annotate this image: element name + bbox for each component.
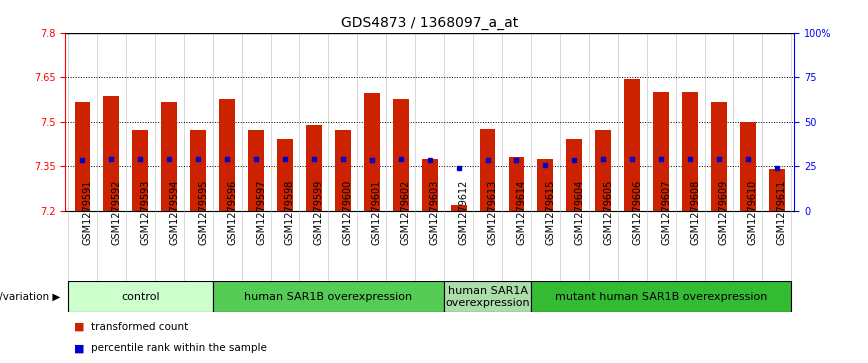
Bar: [537, 159, 553, 211]
Bar: [740, 122, 756, 211]
Text: GSM1279598: GSM1279598: [285, 180, 295, 245]
Text: GSM1279599: GSM1279599: [314, 180, 324, 245]
Bar: [277, 139, 293, 211]
Title: GDS4873 / 1368097_a_at: GDS4873 / 1368097_a_at: [341, 16, 518, 30]
Bar: [653, 92, 669, 211]
Bar: [769, 169, 785, 211]
Text: GSM1279612: GSM1279612: [458, 180, 469, 245]
Text: GSM1279592: GSM1279592: [111, 180, 122, 245]
Text: GSM1279600: GSM1279600: [343, 180, 353, 245]
Text: GSM1279614: GSM1279614: [516, 180, 527, 245]
Text: GSM1279603: GSM1279603: [430, 180, 440, 245]
Text: percentile rank within the sample: percentile rank within the sample: [91, 343, 267, 354]
Text: GSM1279605: GSM1279605: [603, 180, 614, 245]
Bar: [103, 97, 119, 211]
Bar: [161, 102, 177, 211]
Text: GSM1279595: GSM1279595: [198, 180, 208, 245]
Text: ■: ■: [74, 343, 84, 354]
Bar: [132, 130, 148, 211]
Bar: [479, 129, 496, 211]
Text: control: control: [121, 292, 160, 302]
Bar: [624, 79, 640, 211]
Text: GSM1279610: GSM1279610: [748, 180, 758, 245]
Bar: [566, 139, 582, 211]
Text: GSM1279596: GSM1279596: [227, 180, 237, 245]
Text: GSM1279601: GSM1279601: [372, 180, 382, 245]
Bar: [306, 125, 322, 211]
Text: GSM1279611: GSM1279611: [777, 180, 787, 245]
Bar: [213, 281, 444, 312]
Text: GSM1279604: GSM1279604: [575, 180, 584, 245]
Bar: [68, 281, 213, 312]
Bar: [392, 99, 409, 211]
Text: GSM1279594: GSM1279594: [169, 180, 180, 245]
Bar: [531, 281, 792, 312]
Bar: [335, 130, 351, 211]
Text: GSM1279593: GSM1279593: [141, 180, 150, 245]
Bar: [75, 102, 90, 211]
Bar: [422, 159, 437, 211]
Bar: [711, 102, 727, 211]
Text: ■: ■: [74, 322, 84, 332]
Text: GSM1279607: GSM1279607: [661, 180, 671, 245]
Bar: [248, 130, 264, 211]
Text: GSM1279608: GSM1279608: [690, 180, 700, 245]
Text: GSM1279602: GSM1279602: [401, 180, 411, 245]
Text: GSM1279591: GSM1279591: [82, 180, 93, 245]
Bar: [444, 281, 531, 312]
Bar: [682, 92, 698, 211]
Text: GSM1279613: GSM1279613: [488, 180, 497, 245]
Text: GSM1279597: GSM1279597: [256, 180, 266, 245]
Bar: [219, 99, 235, 211]
Bar: [595, 130, 611, 211]
Bar: [364, 93, 379, 211]
Bar: [509, 157, 524, 211]
Bar: [450, 205, 466, 211]
Text: transformed count: transformed count: [91, 322, 188, 332]
Bar: [190, 130, 206, 211]
Text: GSM1279615: GSM1279615: [545, 180, 556, 245]
Text: human SAR1B overexpression: human SAR1B overexpression: [244, 292, 412, 302]
Text: GSM1279609: GSM1279609: [719, 180, 729, 245]
Text: GSM1279606: GSM1279606: [632, 180, 642, 245]
Text: mutant human SAR1B overexpression: mutant human SAR1B overexpression: [555, 292, 767, 302]
Text: genotype/variation ▶: genotype/variation ▶: [0, 292, 61, 302]
Text: human SAR1A
overexpression: human SAR1A overexpression: [445, 286, 529, 307]
